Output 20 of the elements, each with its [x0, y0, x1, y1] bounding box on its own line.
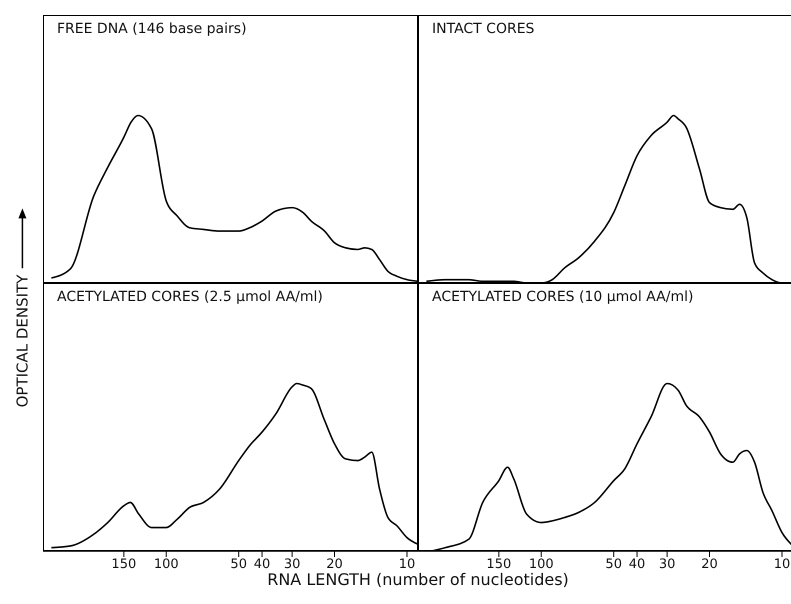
- x-tick-label: 50: [230, 557, 247, 572]
- chart-title: ACETYLATED CORES (2.5 μmol AA/ml): [57, 289, 323, 305]
- x-tick-label: 10: [398, 557, 416, 572]
- x-tick-label: 150: [486, 557, 512, 572]
- x-tick-label: 50: [605, 557, 622, 572]
- x-tick-label: 100: [528, 557, 554, 572]
- x-axis-title: RNA LENGTH (number of nucleotides): [267, 570, 569, 589]
- chart-title: FREE DNA (146 base pairs): [57, 21, 247, 37]
- x-tick-label: 40: [628, 557, 646, 572]
- x-tick-label: 150: [111, 557, 136, 572]
- chart-title: ACETYLATED CORES (10 μmol AA/ml): [432, 289, 694, 305]
- x-tick-label: 20: [326, 557, 343, 572]
- x-tick-label: 100: [154, 557, 179, 572]
- x-tick-label: 40: [254, 557, 270, 572]
- x-tick-label: 30: [284, 557, 300, 572]
- chart-title: INTACT CORES: [432, 21, 534, 37]
- x-tick-label: 20: [701, 557, 718, 572]
- y-axis-title: OPTICAL DENSITY: [13, 274, 32, 408]
- x-tick-label: 10: [774, 557, 790, 572]
- x-tick-label: 30: [658, 557, 676, 572]
